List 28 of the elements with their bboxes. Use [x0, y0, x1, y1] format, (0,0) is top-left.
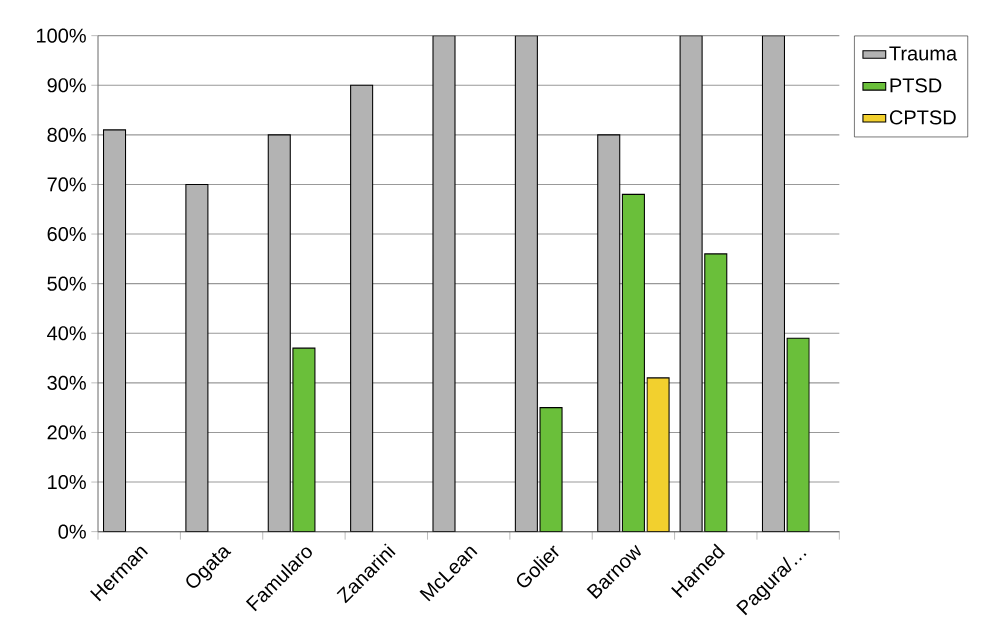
y-tick-label: 10%: [48, 474, 86, 490]
legend-label: PTSD: [890, 78, 942, 93]
bar: [185, 183, 209, 532]
y-tick-label: 100%: [37, 28, 86, 43]
bar: [292, 347, 316, 532]
y-tick-label: 70%: [47, 177, 86, 192]
bar: [267, 134, 291, 532]
y-tick-label: 30%: [47, 375, 86, 390]
bar: [514, 35, 538, 532]
bar: [539, 407, 563, 532]
bar: [597, 134, 621, 532]
y-tick-label: 50%: [47, 276, 86, 291]
bar: [102, 129, 127, 532]
y-tick-label: 20%: [47, 425, 86, 440]
y-tick-label: 80%: [47, 127, 86, 142]
bar: [786, 337, 810, 532]
bar: [350, 84, 374, 532]
y-tick-label: 90%: [47, 78, 86, 93]
bar: [679, 35, 703, 532]
bar: [704, 253, 728, 532]
legend-label: Trauma: [889, 46, 958, 61]
y-tick-label: 40%: [47, 326, 86, 341]
y-tick-label: 60%: [47, 226, 86, 242]
bar: [432, 35, 456, 532]
legend-label: CPTSD: [889, 110, 956, 125]
bar: [621, 193, 645, 532]
bar: [761, 35, 786, 532]
y-tick-label: 0%: [58, 524, 86, 539]
